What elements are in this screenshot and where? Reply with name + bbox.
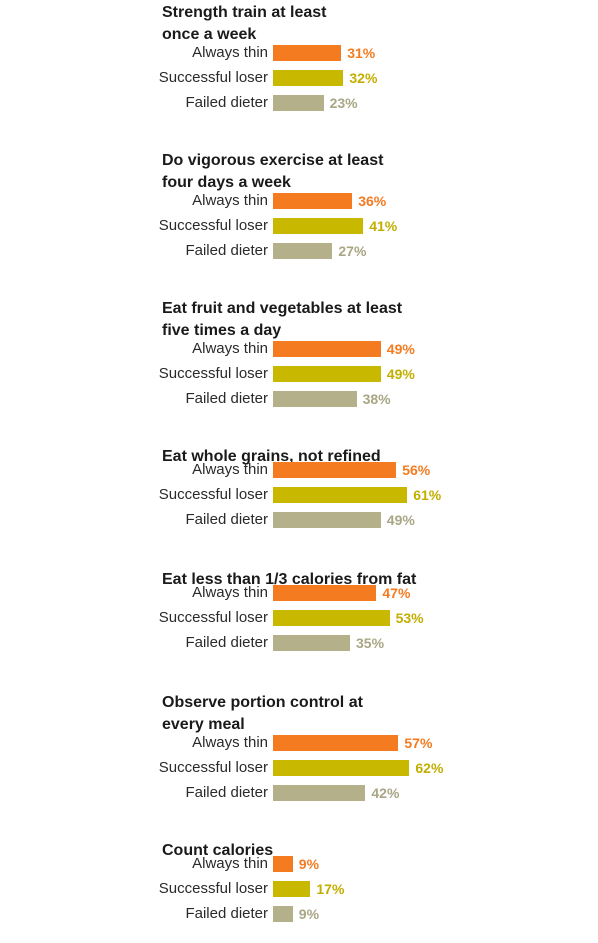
bar: [273, 906, 293, 922]
value-label: 36%: [358, 193, 387, 209]
series-label: Always thin: [192, 192, 268, 209]
value-label: 53%: [395, 610, 424, 626]
value-label: 56%: [402, 462, 431, 478]
bar: [273, 735, 399, 751]
section-title: Eat whole grains, not refined: [162, 448, 381, 465]
section-title: Eat less than 1/3 calories from fat: [162, 571, 417, 588]
value-label: 47%: [382, 585, 411, 601]
series-label: Failed dieter: [185, 242, 268, 259]
bar: [273, 487, 408, 503]
series-label: Always thin: [192, 855, 268, 872]
series-label: Successful loser: [158, 880, 268, 897]
section-title: Do vigorous exercise at least four days …: [162, 152, 384, 191]
value-label: 42%: [371, 785, 400, 801]
value-label: 61%: [413, 487, 442, 503]
series-label: Always thin: [192, 44, 268, 61]
section-title: Strength train at least once a week: [162, 4, 327, 43]
section-title: Observe portion control at every meal: [162, 694, 363, 733]
series-label: Failed dieter: [185, 390, 268, 407]
bar: [273, 635, 350, 651]
bar: [273, 785, 366, 801]
value-label: 49%: [386, 341, 415, 357]
series-label: Successful loser: [158, 609, 268, 626]
value-label: 9%: [298, 906, 320, 922]
bar: [273, 243, 333, 259]
bar: [273, 366, 381, 382]
series-label: Failed dieter: [185, 634, 268, 651]
value-label: 35%: [356, 635, 385, 651]
value-label: 62%: [415, 760, 444, 776]
series-label: Failed dieter: [185, 94, 268, 111]
section-title: Count calories: [162, 842, 274, 859]
series-label: Always thin: [192, 734, 268, 751]
series-label: Always thin: [192, 461, 268, 478]
value-label: 27%: [338, 243, 367, 259]
bar: [273, 70, 344, 86]
bar: [273, 856, 293, 872]
series-label: Successful loser: [158, 217, 268, 234]
value-label: 23%: [329, 95, 358, 111]
series-label: Always thin: [192, 584, 268, 601]
bar: [273, 341, 381, 357]
value-label: 9%: [298, 856, 320, 872]
section-title: Eat fruit and vegetables at least five t…: [162, 300, 403, 339]
series-label: Successful loser: [158, 365, 268, 382]
value-label: 41%: [369, 218, 398, 234]
series-label: Successful loser: [158, 69, 268, 86]
bar: [273, 760, 410, 776]
series-label: Successful loser: [158, 759, 268, 776]
series-label: Failed dieter: [185, 905, 268, 922]
value-label: 32%: [349, 70, 378, 86]
series-label: Failed dieter: [185, 511, 268, 528]
bar: [273, 512, 381, 528]
bar: [273, 585, 377, 601]
bar: [273, 391, 357, 407]
bar: [273, 45, 342, 61]
bar: [273, 218, 364, 234]
series-label: Failed dieter: [185, 784, 268, 801]
bar: [273, 95, 324, 111]
value-label: 17%: [316, 881, 345, 897]
series-label: Always thin: [192, 340, 268, 357]
bar: [273, 881, 311, 897]
value-label: 49%: [386, 512, 415, 528]
bar: [273, 193, 353, 209]
bar: [273, 610, 390, 626]
value-label: 38%: [362, 391, 391, 407]
value-label: 49%: [386, 366, 415, 382]
series-label: Successful loser: [158, 486, 268, 503]
value-label: 57%: [404, 735, 433, 751]
value-label: 31%: [347, 45, 376, 61]
bar: [273, 462, 397, 478]
